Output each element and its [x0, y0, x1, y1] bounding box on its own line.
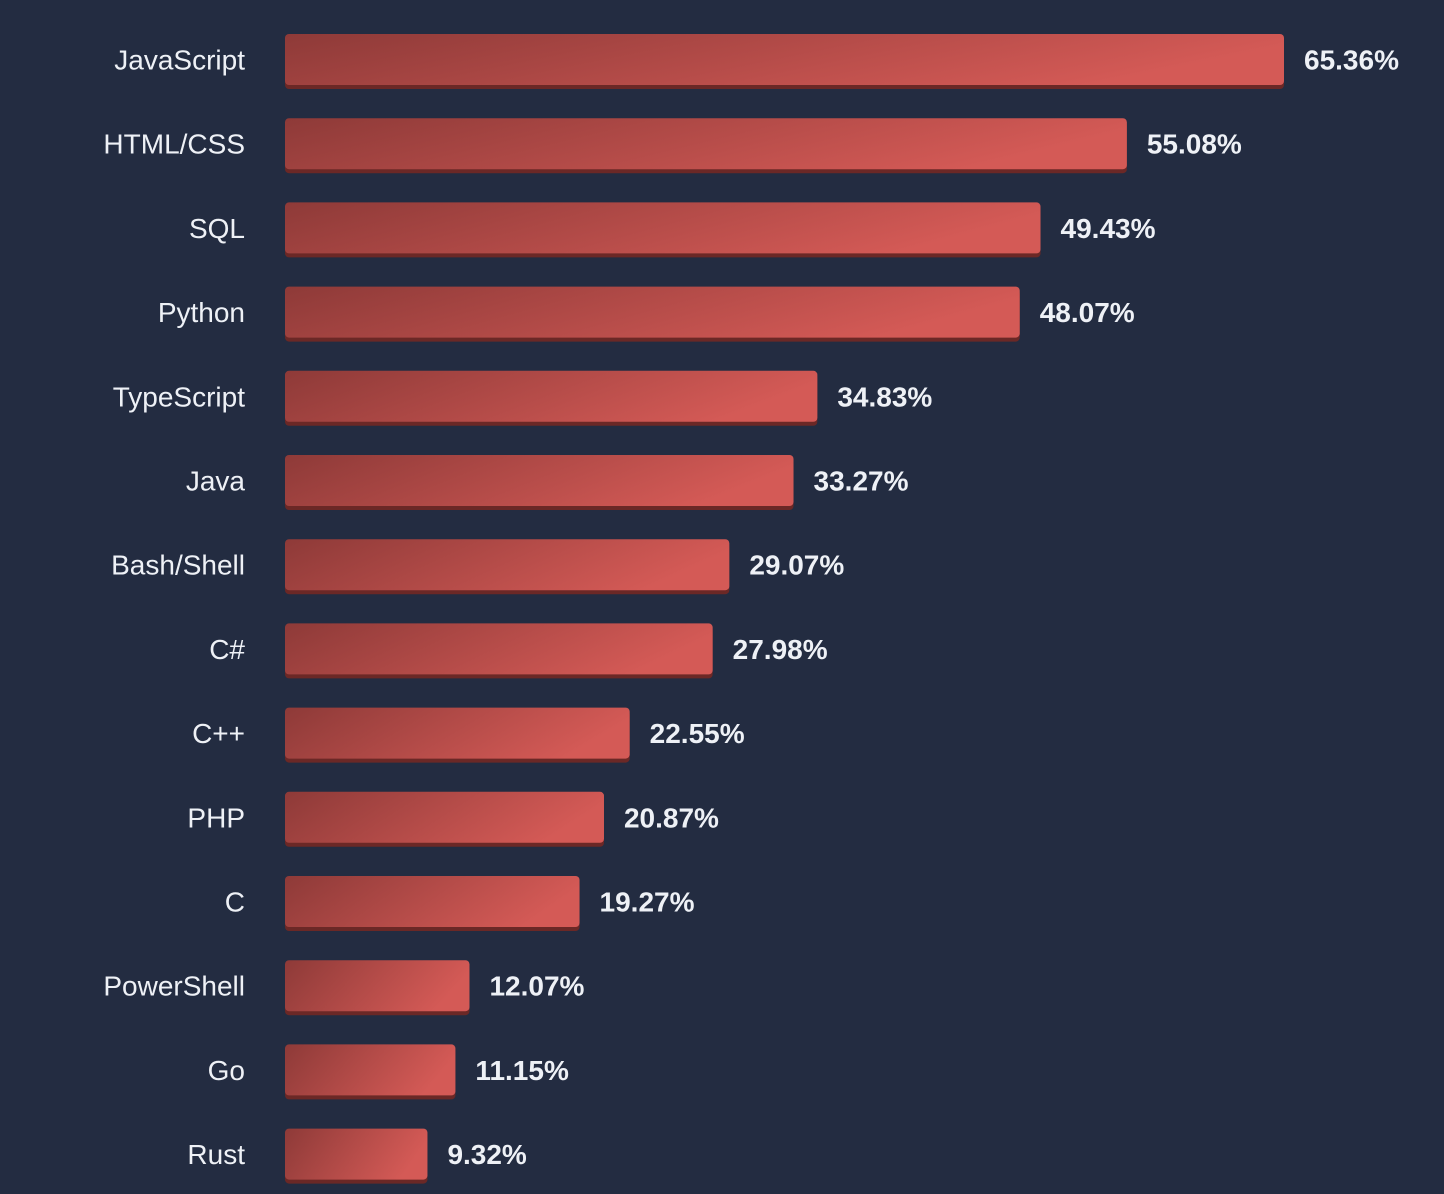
value-label: 49.43%	[1061, 213, 1156, 244]
value-label: 12.07%	[489, 971, 584, 1002]
value-label: 29.07%	[749, 550, 844, 581]
bar	[285, 118, 1127, 170]
category-label: Java	[186, 466, 246, 497]
value-label: 33.27%	[814, 466, 909, 497]
value-label: 55.08%	[1147, 129, 1242, 160]
bar	[285, 370, 818, 422]
category-label: Go	[208, 1055, 245, 1086]
value-label: 65.36%	[1304, 45, 1399, 76]
category-label: Rust	[187, 1139, 245, 1170]
bar	[285, 455, 794, 506]
value-label: 9.32%	[447, 1139, 526, 1170]
bar	[285, 791, 604, 843]
bar	[285, 960, 470, 1012]
category-label: Bash/Shell	[111, 550, 245, 581]
bar	[285, 539, 730, 591]
category-label: C#	[209, 634, 245, 665]
bar	[285, 623, 713, 675]
bar	[285, 876, 580, 927]
category-label: C++	[192, 718, 245, 749]
bar	[285, 1044, 456, 1096]
category-label: JavaScript	[114, 45, 245, 76]
category-label: C	[225, 887, 245, 918]
category-label: HTML/CSS	[103, 129, 245, 160]
bar	[285, 707, 630, 759]
category-label: TypeScript	[113, 381, 245, 412]
value-label: 11.15%	[475, 1055, 569, 1086]
category-label: PHP	[187, 802, 245, 833]
bar	[285, 286, 1020, 338]
value-label: 19.27%	[600, 887, 695, 918]
value-label: 34.83%	[837, 381, 932, 412]
bar	[285, 1128, 428, 1180]
category-label: SQL	[189, 213, 245, 244]
category-label: PowerShell	[103, 971, 245, 1002]
category-label: Python	[158, 297, 245, 328]
value-label: 22.55%	[650, 718, 745, 749]
bar	[285, 202, 1041, 254]
value-label: 27.98%	[733, 634, 828, 665]
value-label: 20.87%	[624, 802, 719, 833]
bars-layer: JavaScript 65.36% HTML/CSS 55.08% SQL 49.43% P…	[103, 34, 1399, 1184]
value-label: 48.07%	[1040, 297, 1135, 328]
bar	[285, 34, 1284, 85]
